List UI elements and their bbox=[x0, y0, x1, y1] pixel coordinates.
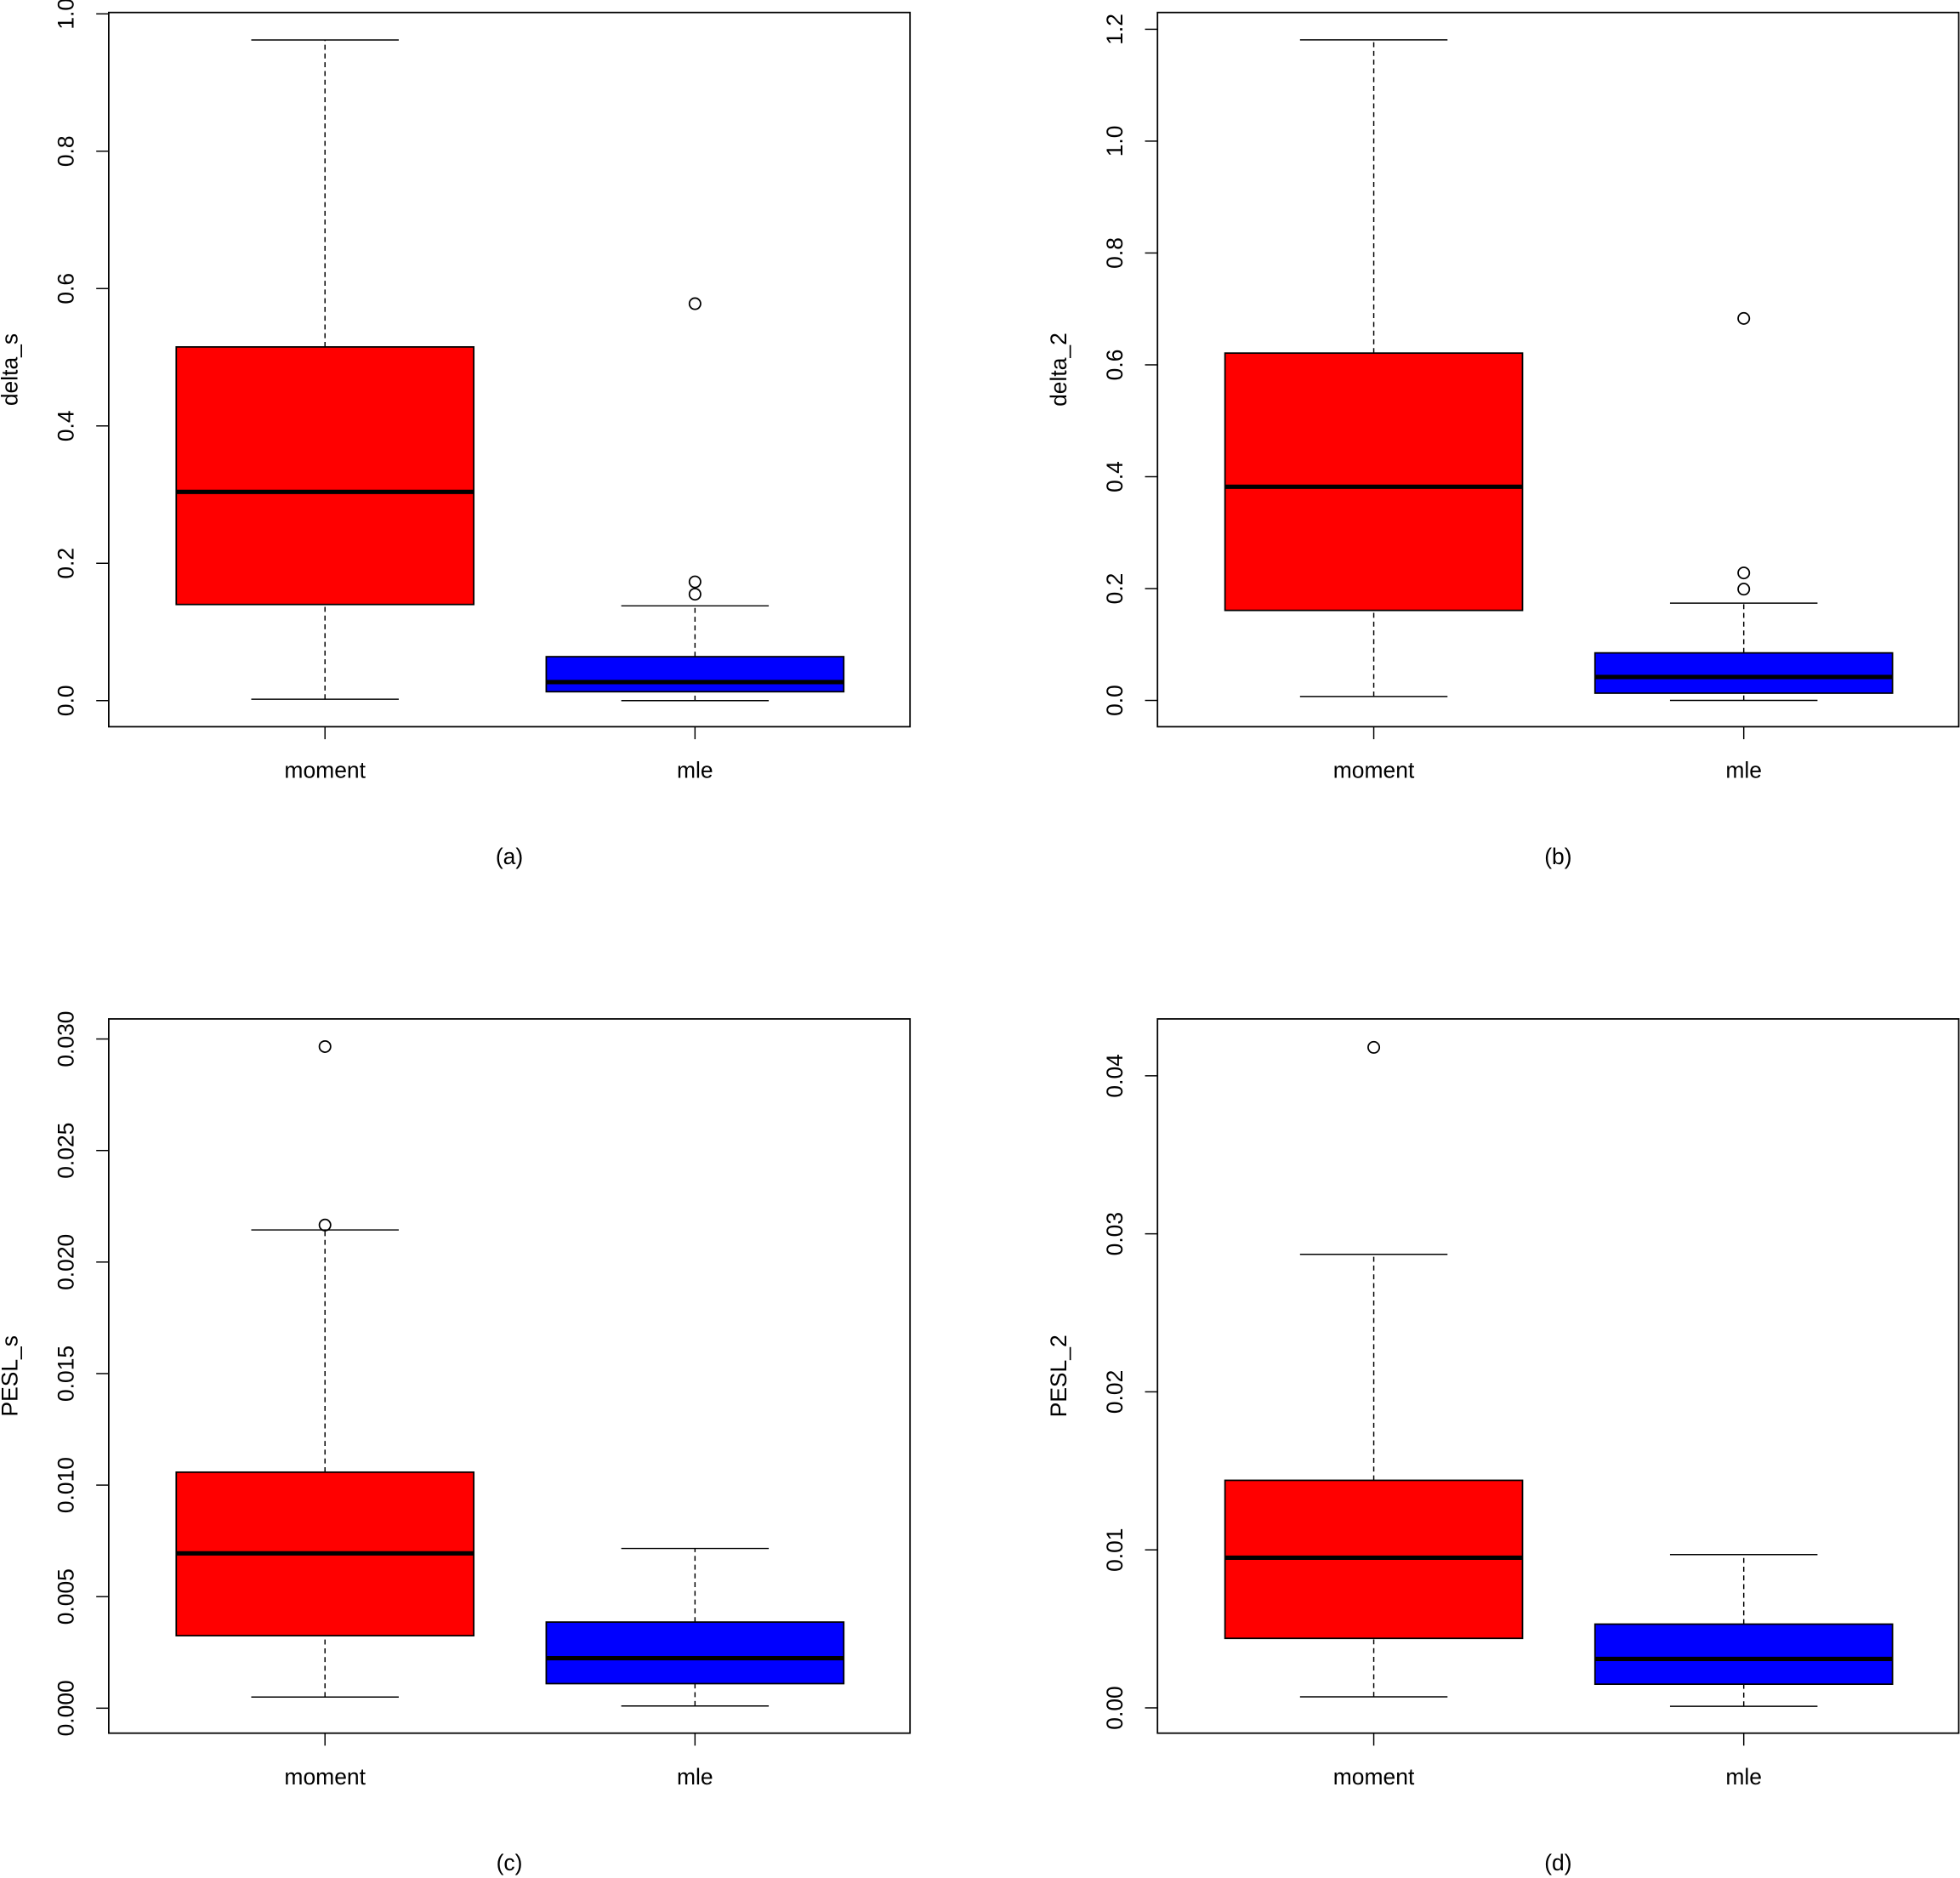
outlier bbox=[688, 297, 702, 310]
outlier bbox=[1367, 1040, 1381, 1054]
x-tick-label: moment bbox=[1333, 758, 1415, 783]
y-tick-label: 0.4 bbox=[1102, 461, 1128, 492]
box bbox=[175, 346, 475, 606]
y-tick-label: 0.2 bbox=[54, 548, 79, 579]
panel: 0.00 0.01 0.02 0.03 0.04 PESL_2 (d) moment mle bbox=[1046, 1018, 1960, 1875]
y-tick-label: 0.6 bbox=[54, 273, 79, 304]
outlier bbox=[688, 575, 702, 589]
box bbox=[1224, 352, 1524, 612]
y-tick-label: 0.2 bbox=[1102, 573, 1128, 605]
y-axis-label: PESL_2 bbox=[1046, 1335, 1071, 1417]
y-tick-label: 0.04 bbox=[1102, 1054, 1128, 1097]
box bbox=[1594, 1623, 1894, 1685]
panel: 0.0 0.2 0.4 0.6 0.8 1.0 delta_s (a) moment mle bbox=[0, 0, 912, 869]
box bbox=[545, 1621, 845, 1685]
x-tick-label: mle bbox=[1725, 758, 1762, 783]
y-tick-label: 0.010 bbox=[54, 1457, 79, 1513]
outlier bbox=[1737, 566, 1751, 580]
panel: 0.0 0.2 0.4 0.6 0.8 1.0 1.2 delta_2 (b) moment mle bbox=[1046, 11, 1960, 869]
y-tick-label: 0.8 bbox=[54, 135, 79, 167]
outlier bbox=[1737, 311, 1751, 325]
x-tick-label: moment bbox=[284, 758, 366, 783]
box bbox=[1594, 652, 1894, 694]
y-tick-label: 0.00 bbox=[1102, 1686, 1128, 1729]
x-tick-label: moment bbox=[284, 1764, 366, 1790]
y-tick-label: 0.020 bbox=[54, 1234, 79, 1290]
y-tick-label: 0.005 bbox=[54, 1568, 79, 1625]
y-tick-label: 0.02 bbox=[1102, 1370, 1128, 1414]
y-axis-label: PESL_s bbox=[0, 1335, 23, 1416]
y-axis-label: delta_2 bbox=[1046, 333, 1071, 407]
y-tick-label: 0.000 bbox=[54, 1680, 79, 1736]
x-tick-label: moment bbox=[1333, 1764, 1415, 1790]
x-tick-label: mle bbox=[677, 758, 713, 783]
x-tick-label: mle bbox=[1725, 1764, 1762, 1790]
y-axis-label: delta_s bbox=[0, 333, 23, 406]
y-tick-label: 0.4 bbox=[54, 410, 79, 441]
y-tick-label: 0.030 bbox=[54, 1010, 79, 1067]
outlier bbox=[1737, 583, 1751, 596]
y-tick-label: 0.015 bbox=[54, 1346, 79, 1402]
y-tick-label: 0.01 bbox=[1102, 1528, 1128, 1571]
plot-frame bbox=[108, 11, 912, 728]
caption: (a) bbox=[496, 844, 523, 869]
caption: (b) bbox=[1544, 844, 1571, 869]
outlier bbox=[318, 1218, 332, 1232]
box bbox=[545, 656, 845, 693]
x-tick-label: mle bbox=[677, 1764, 713, 1790]
y-tick-label: 0.0 bbox=[1102, 685, 1128, 716]
y-tick-label: 0.6 bbox=[1102, 350, 1128, 381]
y-tick-label: 1.0 bbox=[54, 0, 79, 30]
plot-frame bbox=[1156, 11, 1960, 728]
y-tick-label: 0.0 bbox=[54, 685, 79, 716]
plot-frame bbox=[1156, 1018, 1960, 1734]
plot-frame bbox=[108, 1018, 912, 1734]
caption: (c) bbox=[497, 1850, 523, 1875]
y-tick-label: 0.025 bbox=[54, 1123, 79, 1179]
outlier bbox=[688, 588, 702, 601]
y-tick-label: 1.0 bbox=[1102, 126, 1128, 157]
y-tick-label: 1.2 bbox=[1102, 14, 1128, 45]
caption: (d) bbox=[1544, 1850, 1571, 1875]
panel: 0.000 0.005 0.010 0.015 0.020 0.025 0.030 PESL_… bbox=[0, 1010, 912, 1875]
y-tick-label: 0.8 bbox=[1102, 237, 1128, 269]
outlier bbox=[318, 1039, 332, 1053]
y-tick-label: 0.03 bbox=[1102, 1212, 1128, 1255]
